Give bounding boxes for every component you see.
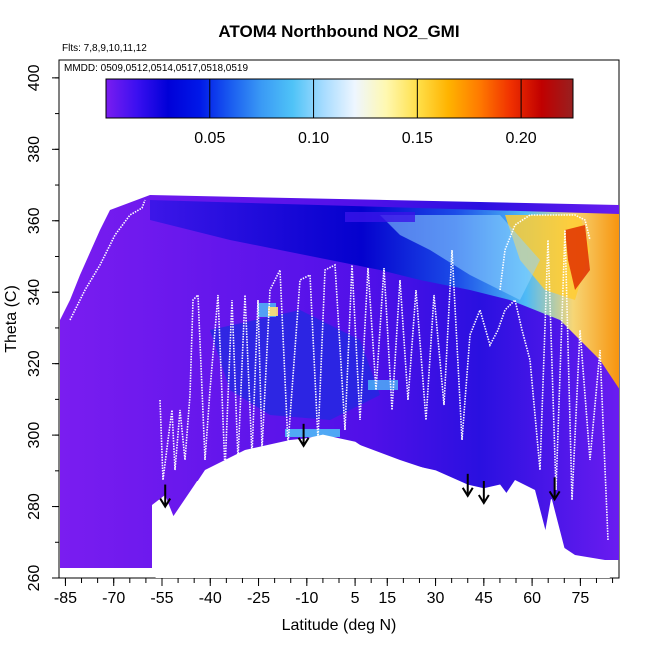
x-tick-label: -85 bbox=[54, 590, 77, 607]
colorbar-tick-label: 0.15 bbox=[402, 130, 433, 147]
colorbar-tick-label: 0.05 bbox=[194, 130, 225, 147]
x-tick-label: -40 bbox=[199, 590, 222, 607]
flights-annotation: Flts: 7,8,9,10,11,12 bbox=[62, 43, 147, 54]
y-tick-label: 400 bbox=[26, 64, 43, 91]
y-tick-label: 320 bbox=[26, 350, 43, 377]
x-tick-label: 5 bbox=[351, 590, 360, 607]
y-axis: 260 280 300 320 340 360 380 400 bbox=[26, 64, 59, 591]
surface-outline bbox=[155, 434, 610, 578]
field-dark-pocket bbox=[210, 310, 380, 420]
y-axis-label: Theta (C) bbox=[3, 285, 20, 353]
flight-track-2 bbox=[159, 229, 609, 541]
x-axis-label: Latitude (deg N) bbox=[282, 617, 397, 634]
flight-tracks bbox=[69, 199, 609, 541]
field-peak bbox=[565, 225, 590, 290]
y-tick-label: 300 bbox=[26, 422, 43, 449]
surface-arrow bbox=[297, 423, 310, 448]
field-light-band bbox=[380, 215, 540, 300]
field-cyan-bar bbox=[368, 380, 398, 390]
surface-arrow bbox=[548, 477, 561, 502]
x-tick-label: 60 bbox=[523, 590, 541, 607]
flight-track-1 bbox=[69, 199, 146, 321]
x-tick-label: -70 bbox=[102, 590, 125, 607]
x-tick-label: -25 bbox=[247, 590, 270, 607]
flight-track-3 bbox=[499, 214, 591, 291]
colorbar-ticks: 0.05 0.10 0.15 0.20 bbox=[194, 79, 537, 147]
x-tick-label: 15 bbox=[378, 590, 396, 607]
surface-arrow bbox=[477, 480, 490, 505]
x-tick-label: 30 bbox=[427, 590, 445, 607]
x-tick-label: -55 bbox=[150, 590, 173, 607]
field-purple-notch bbox=[345, 212, 415, 222]
y-tick-label: 280 bbox=[26, 493, 43, 520]
x-tick-label: 45 bbox=[475, 590, 493, 607]
surface-arrow bbox=[159, 484, 172, 509]
x-tick-label: -10 bbox=[295, 590, 318, 607]
dates-annotation: MMDD: 0509,0512,0514,0517,0518,0519 bbox=[64, 63, 248, 74]
y-tick-label: 360 bbox=[26, 207, 43, 234]
surface-arrows bbox=[159, 423, 561, 509]
x-axis: -85 -70 -55 -40 -25 -10 5 15 30 45 60 75 bbox=[54, 578, 614, 607]
data-field bbox=[60, 195, 619, 578]
chart-title: ATOM4 Northbound NO2_GMI bbox=[218, 22, 459, 41]
colorbar bbox=[105, 78, 574, 119]
field-yellow-patch bbox=[268, 307, 278, 316]
x-tick-label: 75 bbox=[571, 590, 589, 607]
y-tick-label: 260 bbox=[26, 565, 43, 592]
colorbar-tick-label: 0.10 bbox=[298, 130, 329, 147]
y-tick-label: 380 bbox=[26, 136, 43, 163]
colorbar-tick-label: 0.20 bbox=[506, 130, 537, 147]
y-tick-label: 340 bbox=[26, 279, 43, 306]
field-cyan-layer bbox=[285, 429, 340, 437]
surface-arrow bbox=[461, 473, 474, 498]
